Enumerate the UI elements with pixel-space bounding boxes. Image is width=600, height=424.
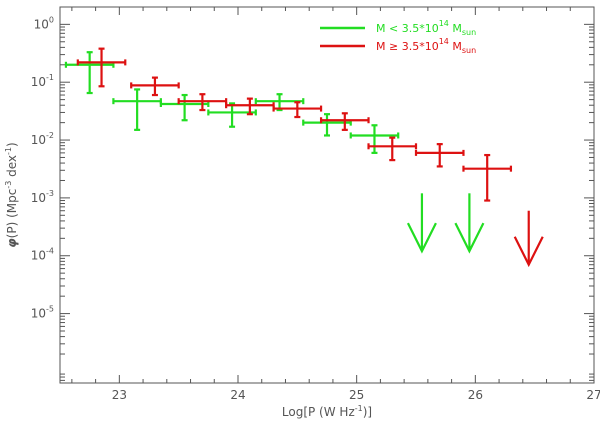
- upper-limit-arrow: [513, 210, 544, 268]
- arrow-head: [513, 236, 544, 268]
- arrow-head: [406, 222, 437, 254]
- y-tick-label: 10-4: [31, 247, 54, 263]
- x-axis-label: Log[P (W Hz-1)]: [282, 404, 372, 419]
- upper-limit-arrow: [406, 193, 437, 254]
- legend: M < 3.5*1014 Msun M ≥ 3.5*1014 Msun: [320, 19, 476, 55]
- legend-label-low-mass: M < 3.5*1014 Msun: [376, 19, 476, 37]
- y-tick-label: 10-1: [31, 73, 54, 89]
- y-tick-label: 10-2: [31, 131, 54, 147]
- arrow-head: [454, 222, 485, 254]
- data-point: [159, 93, 210, 122]
- x-tick-label: 23: [112, 388, 127, 402]
- data-point: [225, 97, 275, 116]
- data-point: [349, 124, 400, 154]
- data-point: [462, 153, 513, 202]
- data-point: [414, 143, 465, 168]
- data-point: [64, 51, 115, 95]
- y-tick-label: 10-3: [31, 189, 54, 205]
- series-1: [76, 47, 544, 268]
- upper-limit-arrow: [454, 193, 485, 254]
- y-axis-label: φ(P) (Mpc-3 dex-1): [4, 142, 19, 247]
- axis-ticks: 23 24 25 26 27 100 10-1 10-2 10-3 10-4 10-5: [31, 7, 600, 402]
- data-point: [367, 136, 418, 162]
- plot-frame: [59, 6, 595, 384]
- x-tick-label: 27: [586, 388, 600, 402]
- data-point: [272, 101, 323, 119]
- data-point: [76, 47, 127, 88]
- data-point: [319, 112, 370, 131]
- x-tick-label: 25: [349, 388, 364, 402]
- series-layer: [64, 47, 544, 268]
- data-point: [130, 76, 180, 97]
- data-point: [302, 113, 352, 137]
- x-tick-label: 26: [468, 388, 483, 402]
- data-point: [177, 93, 228, 112]
- series-0: [64, 51, 485, 254]
- legend-label-high-mass: M ≥ 3.5*1014 Msun: [376, 37, 476, 55]
- y-tick-label: 10-5: [31, 305, 54, 321]
- data-point: [207, 102, 257, 128]
- y-tick-label: 100: [34, 15, 54, 31]
- x-tick-label: 24: [230, 388, 245, 402]
